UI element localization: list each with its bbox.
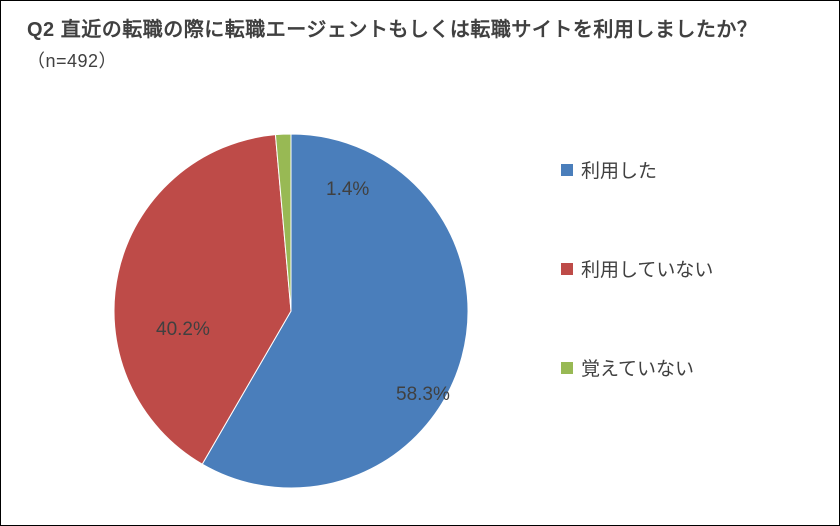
legend-item: 覚えていない (561, 354, 821, 381)
pie-data-label: 40.2% (156, 319, 210, 341)
legend-label: 覚えていない (581, 354, 694, 381)
pie-svg (81, 101, 501, 521)
legend-swatch (561, 164, 573, 176)
legend-label: 利用していない (581, 255, 713, 282)
pie-data-label: 1.4% (326, 179, 369, 201)
legend-swatch (561, 362, 573, 374)
legend: 利用した 利用していない 覚えていない (561, 156, 821, 453)
legend-label: 利用した (581, 156, 657, 183)
pie-data-label: 58.3% (396, 384, 450, 406)
legend-swatch (561, 263, 573, 275)
legend-item: 利用していない (561, 255, 821, 282)
chart-frame: Q2 直近の転職の際に転職エージェントもしくは転職サイトを利用しましたか？ （n=… (0, 0, 840, 526)
legend-item: 利用した (561, 156, 821, 183)
chart-title-sample: （n=492） (27, 51, 117, 71)
chart-title: Q2 直近の転職の際に転職エージェントもしくは転職サイトを利用しましたか？ （n=… (27, 15, 813, 77)
pie-chart: 58.3% 40.2% 1.4% (81, 101, 501, 521)
chart-title-main: Q2 直近の転職の際に転職エージェントもしくは転職サイトを利用しましたか？ (27, 19, 757, 41)
